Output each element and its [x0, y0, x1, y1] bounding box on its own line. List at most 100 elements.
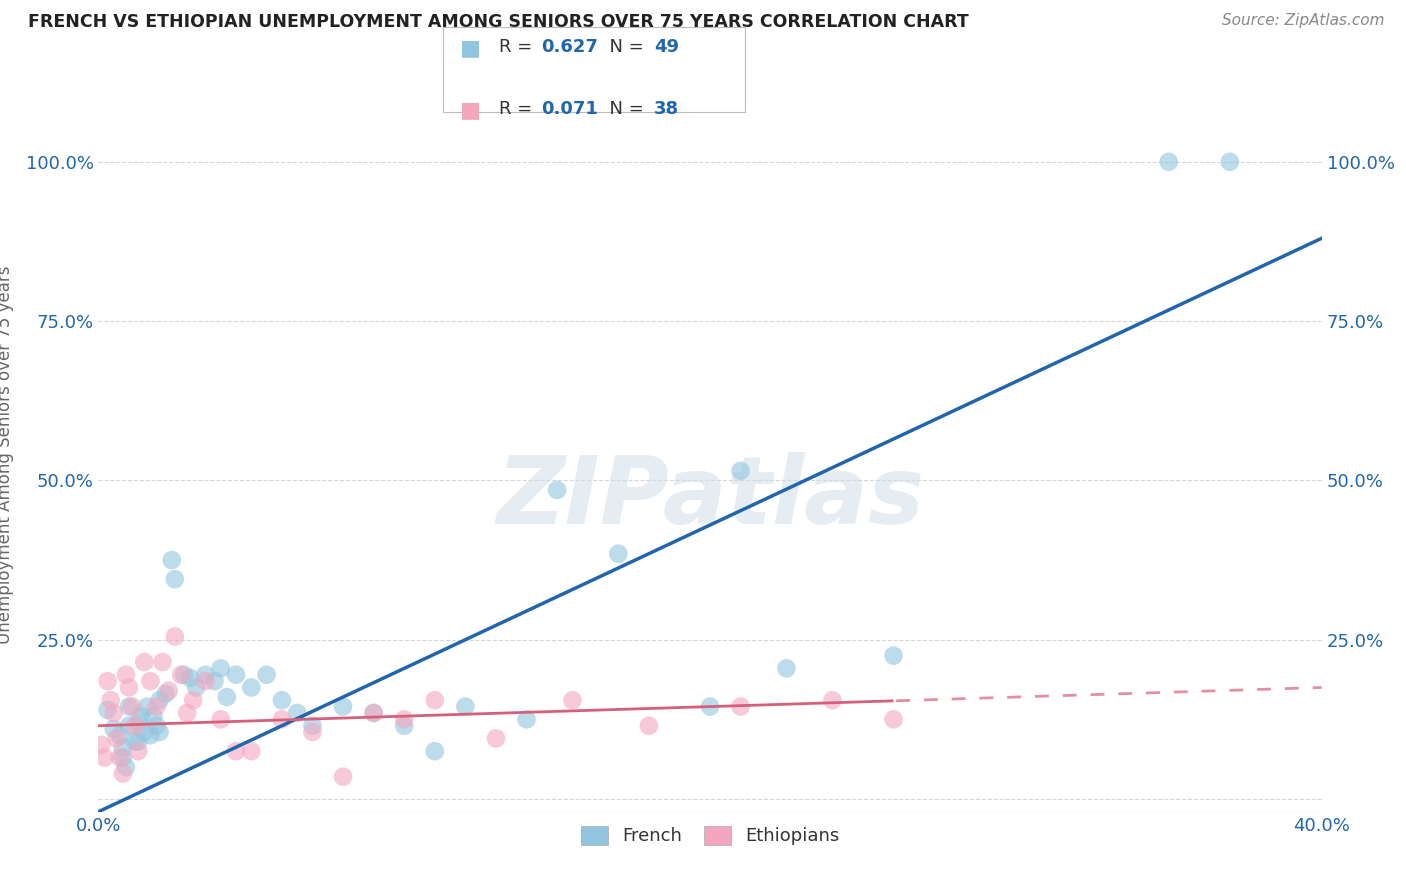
Point	[170, 667, 193, 681]
Point	[118, 699, 141, 714]
Point	[93, 750, 115, 764]
Point	[105, 731, 128, 746]
Point	[118, 719, 141, 733]
Point	[97, 674, 120, 689]
Text: ■: ■	[460, 100, 481, 120]
Point	[136, 699, 159, 714]
Point	[129, 709, 152, 723]
Point	[546, 483, 568, 497]
Point	[423, 693, 446, 707]
Point	[121, 699, 143, 714]
Point	[149, 725, 172, 739]
Point	[127, 734, 149, 748]
Point	[225, 744, 247, 758]
Point	[142, 709, 165, 723]
Point	[270, 712, 292, 726]
Text: FRENCH VS ETHIOPIAN UNEMPLOYMENT AMONG SENIORS OVER 75 YEARS CORRELATION CHART: FRENCH VS ETHIOPIAN UNEMPLOYMENT AMONG S…	[28, 13, 969, 31]
Point	[108, 750, 131, 764]
Point	[363, 706, 385, 720]
Text: 38: 38	[654, 100, 679, 118]
Text: 49: 49	[654, 38, 679, 56]
Point	[97, 703, 120, 717]
Point	[363, 706, 385, 720]
Point	[111, 750, 134, 764]
Point	[215, 690, 238, 704]
Point	[152, 655, 174, 669]
Point	[332, 770, 354, 784]
Point	[155, 687, 177, 701]
Point	[134, 725, 156, 739]
Point	[240, 681, 263, 695]
Point	[637, 719, 661, 733]
Point	[124, 734, 146, 748]
Point	[103, 722, 125, 736]
Point	[423, 744, 446, 758]
Point	[256, 667, 278, 681]
Point	[561, 693, 583, 707]
Point	[111, 766, 134, 780]
Text: 0.071: 0.071	[541, 100, 598, 118]
Point	[139, 674, 162, 689]
Point	[157, 683, 180, 698]
Text: ZIPatlas: ZIPatlas	[496, 451, 924, 544]
Point	[607, 547, 630, 561]
Y-axis label: Unemployment Among Seniors over 75 years: Unemployment Among Seniors over 75 years	[0, 266, 14, 644]
Text: R =: R =	[499, 100, 538, 118]
Point	[204, 674, 226, 689]
Text: Source: ZipAtlas.com: Source: ZipAtlas.com	[1222, 13, 1385, 29]
Point	[285, 706, 308, 720]
Point	[485, 731, 508, 746]
Point	[181, 693, 204, 707]
Point	[139, 728, 162, 742]
Point	[1219, 154, 1241, 169]
Point	[179, 671, 201, 685]
Point	[127, 744, 149, 758]
Text: ■: ■	[460, 38, 481, 58]
Point	[115, 760, 138, 774]
Point	[149, 693, 172, 707]
Point	[108, 728, 131, 742]
Point	[392, 712, 416, 726]
Point	[209, 661, 232, 675]
Point	[124, 719, 146, 733]
Text: R =: R =	[499, 38, 538, 56]
Point	[163, 572, 186, 586]
Point	[160, 553, 183, 567]
Point	[115, 667, 138, 681]
Text: 0.627: 0.627	[541, 38, 598, 56]
Point	[730, 699, 752, 714]
Point	[883, 648, 905, 663]
Point	[332, 699, 354, 714]
Point	[301, 719, 323, 733]
Point	[1157, 154, 1180, 169]
Point	[883, 712, 905, 726]
Point	[301, 725, 323, 739]
Point	[100, 693, 122, 707]
Legend: French, Ethiopians: French, Ethiopians	[574, 819, 846, 853]
Point	[173, 667, 195, 681]
Text: N =: N =	[598, 38, 650, 56]
Point	[821, 693, 844, 707]
Point	[392, 719, 416, 733]
Point	[145, 699, 167, 714]
Text: N =: N =	[598, 100, 650, 118]
Point	[176, 706, 198, 720]
Point	[103, 706, 125, 720]
Point	[775, 661, 797, 675]
Point	[186, 681, 208, 695]
Point	[209, 712, 232, 726]
Point	[240, 744, 263, 758]
Point	[225, 667, 247, 681]
Point	[270, 693, 292, 707]
Point	[516, 712, 538, 726]
Point	[111, 741, 134, 756]
Point	[699, 699, 721, 714]
Point	[134, 655, 156, 669]
Point	[194, 667, 217, 681]
Point	[194, 674, 217, 689]
Point	[454, 699, 477, 714]
Point	[163, 630, 186, 644]
Point	[145, 719, 167, 733]
Point	[127, 715, 149, 730]
Point	[118, 681, 141, 695]
